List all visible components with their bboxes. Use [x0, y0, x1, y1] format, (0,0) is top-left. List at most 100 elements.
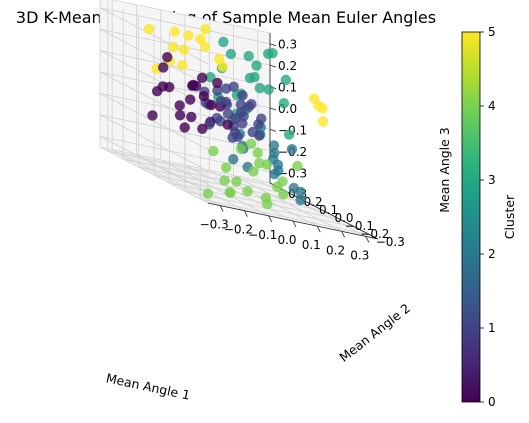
x-tick-mark	[316, 225, 321, 233]
x-tick-label: −0.1	[248, 228, 277, 242]
data-point-cluster-5	[317, 116, 329, 127]
data-point-cluster-4	[292, 160, 303, 172]
z-tick-mark	[269, 43, 277, 47]
data-point-cluster-5	[200, 23, 211, 35]
data-point-cluster-1	[243, 101, 255, 112]
data-point-cluster-5	[183, 30, 194, 41]
data-point-cluster-4	[242, 186, 253, 197]
data-point-cluster-2	[268, 140, 280, 151]
data-point-cluster-5	[195, 33, 206, 45]
y-tick-label: 0.0	[334, 211, 353, 225]
data-point-cluster-0	[179, 122, 190, 133]
y-tick-mark	[323, 210, 331, 215]
data-point-cluster-0	[162, 51, 173, 63]
x-gridline	[111, 0, 221, 206]
colorbar-tick-label: 4	[488, 99, 496, 113]
data-point-cluster-3	[251, 60, 262, 71]
data-point-cluster-2	[288, 182, 299, 194]
data-point-cluster-1	[232, 131, 244, 142]
data-point-cluster-0	[147, 110, 158, 121]
data-point-cluster-2	[228, 154, 239, 165]
data-point-cluster-5	[213, 53, 225, 65]
y-tick-label: 0.2	[304, 195, 323, 209]
data-point-cluster-2	[269, 168, 280, 180]
x-tick-mark	[341, 231, 345, 238]
data-point-cluster-0	[198, 91, 210, 102]
data-point-cluster-0	[186, 111, 197, 123]
data-point-cluster-0	[188, 79, 199, 91]
data-point-cluster-0	[174, 100, 185, 111]
data-point-cluster-2	[286, 144, 298, 155]
y-tick-mark	[354, 226, 362, 231]
data-point-cluster-5	[169, 26, 180, 37]
x-axis-label: Mean Angle 1	[105, 370, 192, 402]
data-point-cluster-3	[283, 129, 295, 140]
data-point-cluster-0	[197, 123, 208, 134]
y-tick-mark	[339, 218, 346, 223]
data-point-cluster-1	[212, 85, 223, 96]
y-tick-mark	[370, 234, 377, 239]
data-point-cluster-5	[143, 23, 155, 35]
data-point-cluster-5	[308, 93, 320, 104]
data-point-cluster-1	[256, 113, 267, 124]
colorbar-tick-label: 5	[488, 25, 496, 39]
data-point-cluster-0	[196, 72, 208, 84]
y-tick-label: 0.1	[319, 203, 338, 217]
x-tick-mark	[268, 215, 273, 223]
data-point-cluster-4	[235, 143, 247, 154]
data-point-cluster-4	[219, 175, 230, 186]
x-tick-label: −0.2	[224, 223, 253, 237]
x-tick-mark	[219, 205, 224, 212]
data-point-cluster-0	[164, 81, 175, 93]
z-gridline	[99, 28, 271, 86]
colorbar-tick-label: 0	[488, 395, 496, 409]
data-point-cluster-0	[222, 119, 233, 130]
data-point-cluster-4	[208, 145, 219, 157]
colorbar-tick-label: 3	[488, 173, 496, 187]
colorbar-tick-label: 2	[488, 247, 496, 261]
data-point-cluster-3	[267, 48, 278, 59]
data-point-cluster-1	[235, 99, 246, 110]
y-tick-mark	[308, 202, 315, 207]
x-gridline	[208, 20, 318, 227]
x-tick-label: 0.0	[277, 233, 296, 247]
x-tick-mark	[365, 236, 370, 243]
x-tick-label: −0.3	[200, 218, 229, 232]
x-tick-mark	[292, 220, 297, 228]
data-point-cluster-0	[158, 62, 169, 73]
data-point-cluster-1	[221, 83, 232, 94]
x-tick-label: 0.2	[326, 243, 345, 257]
data-point-cluster-3	[218, 36, 229, 48]
data-point-cluster-3	[225, 48, 237, 60]
x-tick-label: 0.1	[302, 238, 321, 252]
y-tick-label: −0.2	[360, 227, 389, 241]
data-point-cluster-3	[280, 74, 292, 86]
y-gridline	[107, 1, 278, 188]
data-point-cluster-3	[278, 98, 290, 109]
x-tick-mark	[244, 210, 248, 217]
z-tick-label: 0.2	[278, 59, 297, 73]
data-point-cluster-3	[254, 82, 265, 94]
colorbar	[461, 31, 481, 403]
z-gridline	[99, 114, 271, 172]
data-point-cluster-0	[185, 94, 196, 105]
data-point-cluster-0	[174, 110, 186, 121]
data-point-cluster-1	[222, 108, 234, 119]
data-point-cluster-1	[237, 90, 248, 101]
data-point-cluster-5	[168, 41, 179, 53]
colorbar-tick-label: 1	[488, 321, 496, 335]
data-point-cluster-4	[202, 188, 214, 199]
colorbar-label: Cluster	[502, 194, 517, 239]
x-tick-label: 0.3	[350, 248, 369, 262]
y-tick-label: −0.1	[345, 219, 374, 233]
data-point-cluster-0	[206, 99, 217, 111]
data-point-cluster-4	[277, 176, 288, 187]
data-point-cluster-4	[225, 187, 236, 198]
z-tick-mark	[269, 129, 277, 132]
data-point-cluster-4	[231, 176, 242, 187]
y-axis-label: Mean Angle 2	[336, 300, 413, 364]
data-point-cluster-1	[254, 130, 265, 141]
y-tick-label: −0.3	[376, 235, 405, 249]
